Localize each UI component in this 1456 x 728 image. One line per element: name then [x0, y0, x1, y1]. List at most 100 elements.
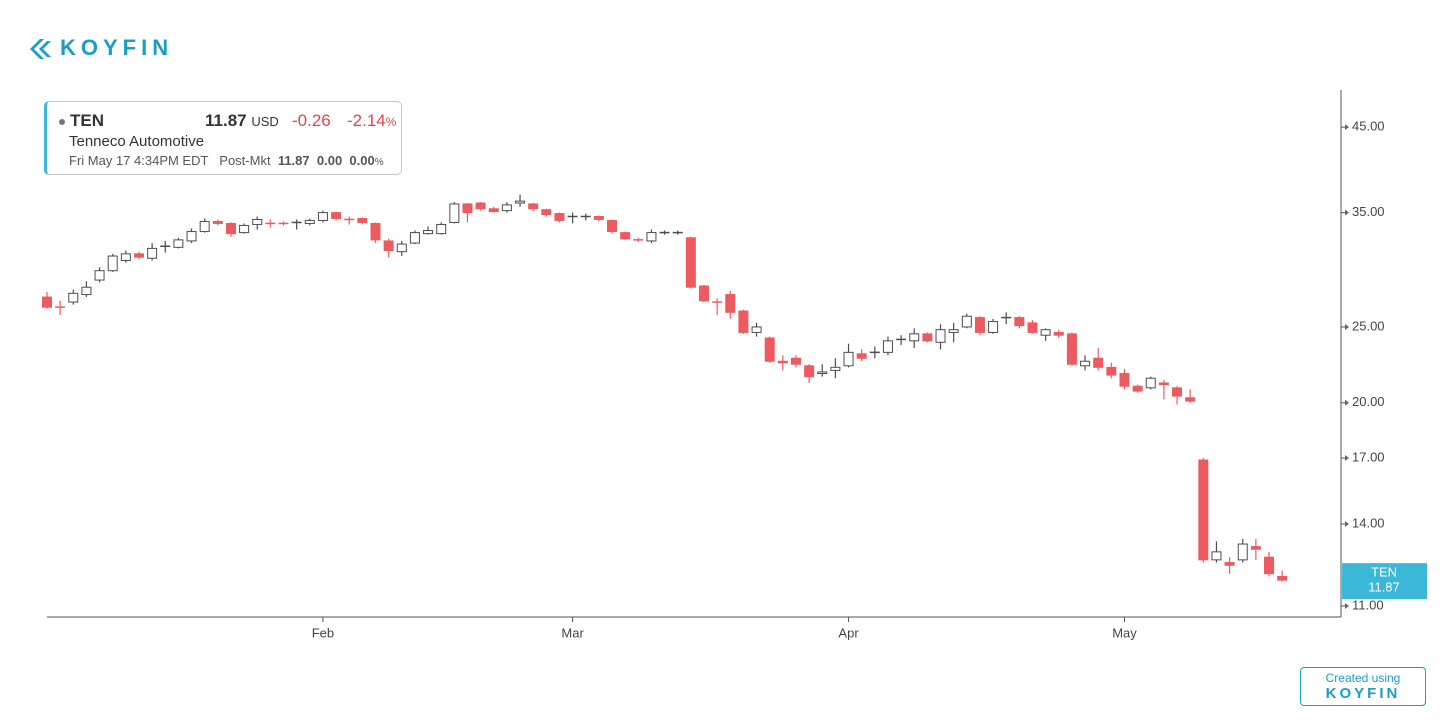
candle-body [1237, 543, 1248, 561]
candle-body [1158, 382, 1169, 386]
symbol: TEN [70, 111, 104, 130]
y-tick-arrow [1345, 399, 1349, 406]
y-tick-label: 20.00 [1352, 394, 1385, 409]
candle-body [488, 208, 499, 213]
logo-icon [30, 39, 51, 59]
candle-body [935, 329, 946, 343]
candle-body [554, 213, 565, 221]
x-tick-label: Mar [561, 625, 584, 640]
candle-body [42, 296, 52, 308]
quote-box: TEN 11.87 USD -0.26 -2.14% Tenneco Automoti… [44, 101, 402, 175]
x-tick-label: May [1112, 625, 1137, 640]
candle-body [909, 333, 920, 342]
timestamp: Fri May 17 4:34PM EDT [69, 153, 209, 168]
last-price-symbol: TEN [1371, 565, 1397, 580]
candle-body [1198, 459, 1209, 561]
last-price-value: 11.87 [1368, 580, 1400, 595]
price: 11.87 [205, 111, 247, 130]
candle-body [436, 223, 447, 235]
candle-body [961, 315, 972, 328]
y-tick-arrow [1345, 124, 1349, 131]
footer-caption: Created using [1325, 671, 1401, 685]
candle-body [620, 232, 631, 240]
candle-body [1185, 397, 1196, 402]
candle-body [1093, 357, 1104, 368]
candle-body [922, 333, 933, 342]
candle-body [725, 294, 736, 313]
footer-logo: KOYFIN [1325, 685, 1401, 702]
y-tick-label: 17.00 [1352, 449, 1385, 464]
candle-body [107, 255, 118, 272]
candle-body [948, 329, 959, 333]
candle-body [1066, 333, 1077, 365]
candle-body [147, 247, 158, 259]
candle-body [974, 317, 985, 333]
x-tick-label: Apr [838, 625, 859, 640]
candle-body [1106, 366, 1117, 376]
candle-body [331, 212, 342, 219]
candle-body [1224, 562, 1235, 566]
pct-sign: % [385, 115, 397, 129]
last-price-box [1342, 563, 1427, 600]
candle-body [1080, 360, 1091, 367]
candle-body [357, 217, 368, 223]
candle-body [751, 326, 762, 333]
x-tick-label: Feb [312, 625, 334, 640]
candle-body [764, 337, 775, 362]
candle-body [409, 232, 420, 244]
y-tick-label: 35.00 [1352, 204, 1385, 219]
candle-body [186, 231, 197, 242]
candle-body [1172, 387, 1183, 397]
session-pct-sign: % [374, 157, 384, 168]
candle-body [120, 253, 131, 261]
company-name: Tenneco Automotive [69, 133, 205, 150]
candle-body [804, 365, 815, 378]
change-pct: -2.14 [347, 111, 386, 130]
logo-text: KOYFIN [60, 35, 173, 60]
candle-body [501, 204, 512, 212]
candle-body [541, 209, 552, 216]
footer-badge: Created using KOYFIN [1300, 667, 1426, 706]
candle-body [173, 239, 184, 248]
candle-body [856, 353, 867, 359]
y-tick-arrow [1345, 603, 1349, 610]
candle-body [317, 212, 328, 221]
candle-body [790, 357, 801, 365]
candle-body [843, 351, 854, 367]
candle-body [1264, 556, 1275, 575]
candle-body [1277, 575, 1288, 581]
candle-body [304, 219, 315, 224]
candle-body [646, 232, 657, 242]
candle-body [68, 292, 79, 303]
candle-body [1014, 317, 1025, 327]
y-tick-arrow [1345, 323, 1349, 330]
candle-body [1250, 546, 1261, 550]
candle-body [475, 202, 486, 210]
y-tick-label: 14.00 [1352, 515, 1385, 530]
candle-body [988, 321, 999, 333]
y-tick-label: 11.00 [1352, 597, 1384, 612]
session-price: 11.87 [277, 153, 310, 168]
session-change: 0.00 [316, 153, 343, 168]
candle-body [882, 340, 893, 353]
candle-body [383, 240, 394, 252]
candle-body [1119, 373, 1130, 387]
candle-body [607, 219, 618, 233]
candle-body [199, 220, 210, 233]
candle-body [685, 237, 696, 288]
candle-body [1053, 331, 1064, 336]
session-change-pct: 0.00 [349, 153, 375, 168]
candle-body [212, 220, 223, 224]
quote-row: TEN 11.87 USD -0.26 -2.14% [59, 111, 399, 131]
candle-body [462, 203, 473, 214]
candle-body [1145, 377, 1156, 389]
y-tick-arrow [1345, 521, 1349, 528]
y-tick-label: 45.00 [1352, 119, 1385, 134]
candle-body [593, 215, 604, 220]
y-tick-label: 25.00 [1352, 318, 1385, 333]
candle-body [94, 270, 105, 281]
candle-body [370, 222, 381, 241]
session-row: Fri May 17 4:34PM EDT Post-Mkt 11.87 0.0… [69, 153, 384, 168]
